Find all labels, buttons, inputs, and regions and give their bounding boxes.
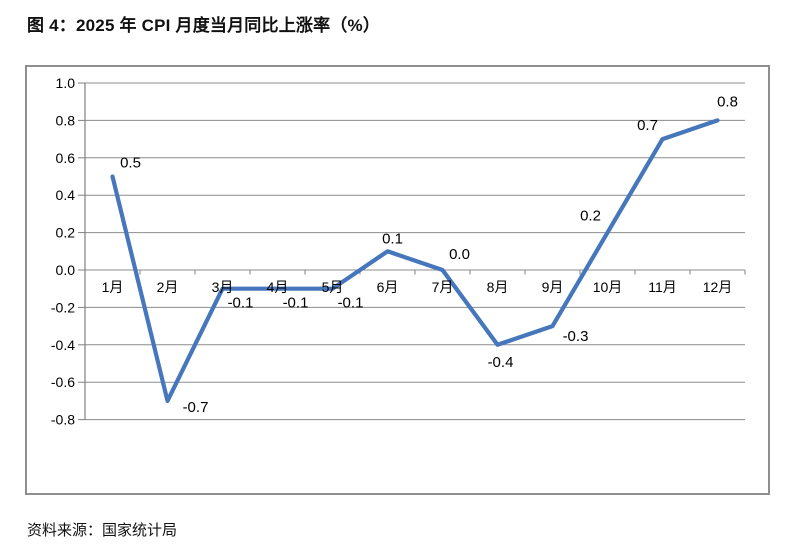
data-label: -0.1	[228, 295, 254, 312]
x-tick-label: 1月	[102, 279, 124, 295]
data-label: 0.0	[449, 246, 470, 263]
x-tick-label: 11月	[648, 279, 677, 295]
y-tick-label: -0.8	[51, 412, 75, 428]
x-tick-label: 3月	[212, 279, 234, 295]
data-label: -0.1	[338, 295, 364, 312]
data-label: -0.4	[488, 354, 514, 371]
y-tick-label: 1.0	[56, 75, 76, 91]
x-tick-label: 9月	[542, 279, 564, 295]
data-label: 0.2	[580, 208, 601, 225]
data-label: 0.1	[382, 230, 403, 247]
x-tick-label: 7月	[432, 279, 454, 295]
y-tick-label: 0.0	[56, 262, 76, 278]
cpi-line-chart: 1.0 0.8 0.6 0.4 0.2 0.0 -0.2 -0.4 -0.6 -0.8 1月 2月 3月…	[51, 75, 746, 428]
data-label: 0.7	[637, 117, 658, 134]
x-tick-label: 4月	[267, 279, 289, 295]
data-label: -0.1	[283, 295, 309, 312]
cpi-series-line	[110, 118, 720, 403]
y-tick-label: 0.4	[56, 187, 76, 203]
chart-frame: 1.0 0.8 0.6 0.4 0.2 0.0 -0.2 -0.4 -0.6 -0.8 1月 2月 3月…	[25, 65, 770, 495]
data-label: -0.7	[183, 399, 209, 416]
x-tick-label: 8月	[487, 279, 509, 295]
x-tick-label: 5月	[322, 279, 344, 295]
y-tick-label: 0.8	[56, 112, 76, 128]
y-tick-label: 0.6	[56, 150, 76, 166]
data-label: 0.8	[717, 93, 738, 110]
y-tick-label: 0.2	[56, 225, 76, 241]
figure-title: 图 4：2025 年 CPI 月度当月同比上涨率（%）	[27, 16, 381, 35]
x-tick-label: 10月	[593, 279, 623, 295]
x-tick-label: 2月	[157, 279, 179, 295]
y-tick-label: -0.6	[51, 374, 75, 390]
source-note: 资料来源：国家统计局	[27, 522, 178, 539]
x-tick-label: 6月	[377, 279, 399, 295]
data-label: -0.3	[563, 328, 589, 345]
y-tick-label: -0.4	[51, 337, 75, 353]
y-tick-label: -0.2	[51, 299, 75, 315]
x-tick-label: 12月	[703, 279, 733, 295]
data-label: 0.5	[120, 155, 141, 172]
